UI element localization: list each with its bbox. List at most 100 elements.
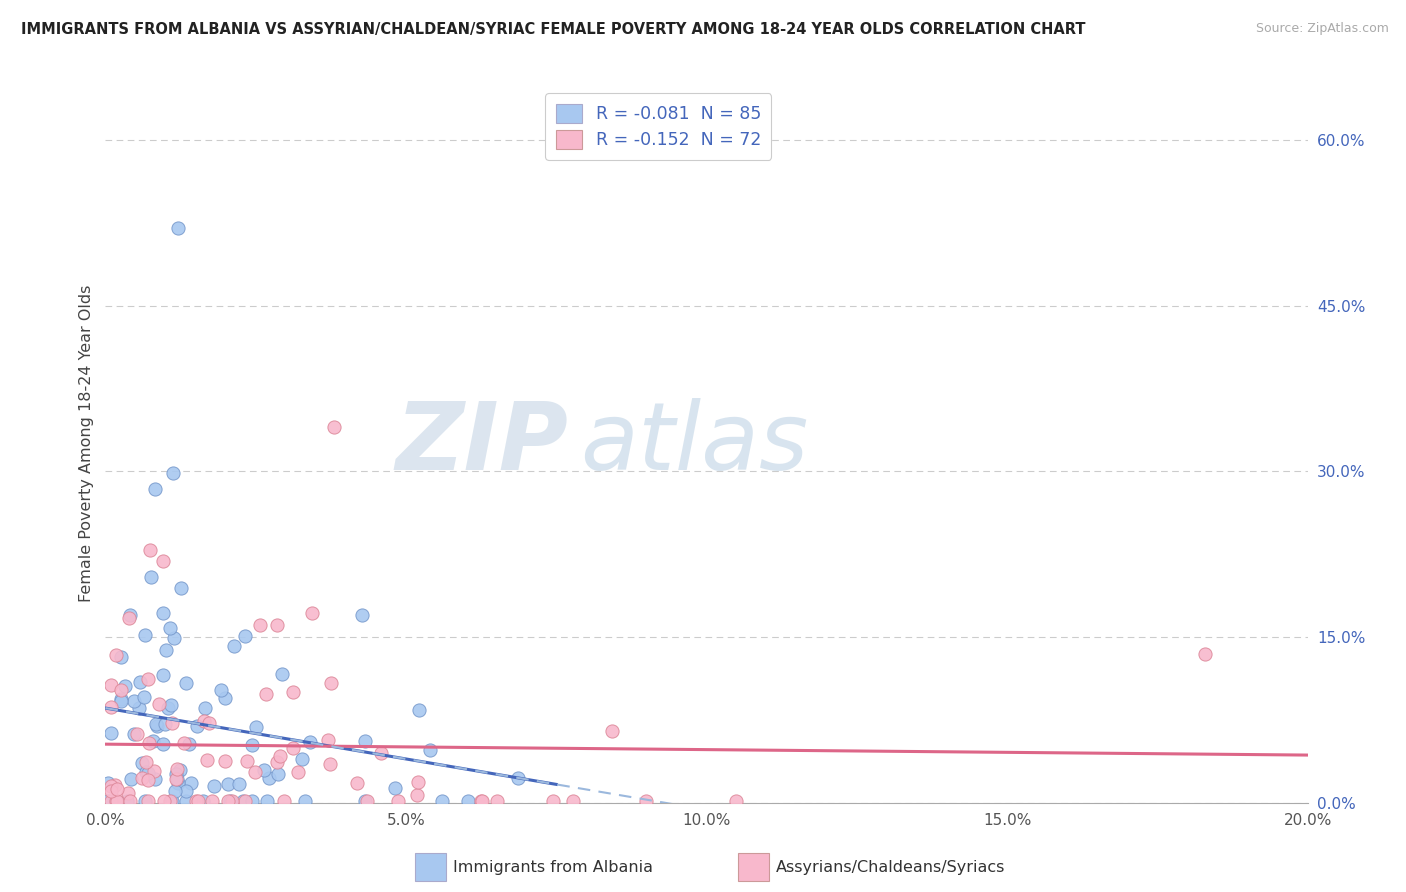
Point (541, 794, 564, 808)
Point (145, 717, 167, 731)
Point (148, 698, 170, 712)
Point (136, 772, 159, 787)
Point (193, 714, 215, 728)
Point (232, 794, 254, 808)
Point (240, 738, 263, 752)
Point (408, 703, 430, 717)
Y-axis label: Female Poverty Among 18-24 Year Olds: Female Poverty Among 18-24 Year Olds (79, 285, 94, 602)
Point (160, 715, 183, 730)
Point (174, 794, 197, 808)
Point (110, 649, 132, 664)
Point (430, 794, 453, 808)
Point (316, 732, 339, 747)
Point (273, 794, 295, 808)
Point (134, 794, 156, 808)
Point (104, 794, 127, 808)
Point (179, 737, 201, 751)
Point (138, 735, 160, 749)
Text: Source: ZipAtlas.com: Source: ZipAtlas.com (1256, 22, 1389, 36)
Point (104, 794, 127, 808)
Point (202, 779, 225, 793)
Point (243, 764, 266, 779)
Point (131, 771, 153, 785)
Point (228, 777, 250, 791)
Point (110, 694, 132, 708)
Point (117, 786, 139, 800)
Point (406, 774, 429, 789)
Point (508, 771, 530, 785)
Point (165, 772, 187, 786)
Point (301, 606, 323, 620)
Point (120, 794, 142, 808)
Point (115, 794, 138, 808)
Point (129, 674, 152, 689)
Point (235, 755, 257, 769)
Point (195, 753, 218, 767)
Point (105, 794, 128, 808)
Point (110, 682, 132, 697)
Point (180, 776, 202, 790)
Point (100, 794, 122, 808)
Point (485, 794, 508, 808)
Point (387, 794, 409, 808)
Point (209, 683, 232, 698)
Point (405, 788, 427, 802)
Point (287, 764, 309, 779)
Point (214, 754, 236, 768)
Point (291, 752, 314, 766)
Point (224, 639, 246, 653)
Point (186, 719, 208, 733)
Point (100, 779, 122, 793)
Point (174, 676, 197, 690)
Text: atlas: atlas (581, 398, 808, 490)
Point (143, 764, 166, 779)
Point (254, 687, 277, 701)
Point (217, 794, 239, 808)
Point (186, 794, 208, 808)
Point (160, 794, 183, 808)
Point (142, 733, 165, 747)
Point (136, 794, 159, 808)
Point (166, 762, 188, 776)
Point (139, 542, 162, 557)
Point (105, 648, 128, 663)
Point (135, 755, 157, 769)
Point (153, 717, 176, 731)
Point (194, 701, 217, 715)
Point (167, 776, 190, 790)
Point (153, 794, 176, 808)
Point (1194, 647, 1216, 661)
Point (156, 700, 179, 714)
Point (155, 642, 177, 657)
Point (139, 570, 162, 584)
Point (159, 794, 181, 808)
Point (191, 794, 214, 808)
Point (384, 780, 406, 795)
Point (249, 618, 271, 632)
Text: IMMIGRANTS FROM ALBANIA VS ASSYRIAN/CHALDEAN/SYRIAC FEMALE POVERTY AMONG 18-24 Y: IMMIGRANTS FROM ALBANIA VS ASSYRIAN/CHAL… (21, 22, 1085, 37)
Point (163, 632, 186, 646)
Point (354, 794, 377, 808)
Point (470, 794, 492, 808)
Legend: R = -0.081  N = 85, R = -0.152  N = 72: R = -0.081 N = 85, R = -0.152 N = 72 (546, 94, 772, 160)
Point (471, 794, 494, 808)
Point (135, 764, 157, 779)
Point (350, 608, 373, 623)
Point (136, 765, 159, 780)
Point (233, 629, 256, 643)
Point (159, 794, 181, 808)
Point (131, 756, 153, 771)
Point (170, 582, 193, 596)
Point (354, 734, 377, 748)
Point (166, 221, 188, 235)
Point (281, 684, 304, 698)
Point (128, 701, 150, 715)
Point (146, 719, 169, 733)
Point (724, 794, 747, 808)
Point (233, 794, 256, 808)
Point (269, 749, 291, 764)
Point (127, 727, 149, 741)
Point (143, 772, 166, 787)
Point (169, 763, 191, 777)
Point (602, 724, 624, 739)
